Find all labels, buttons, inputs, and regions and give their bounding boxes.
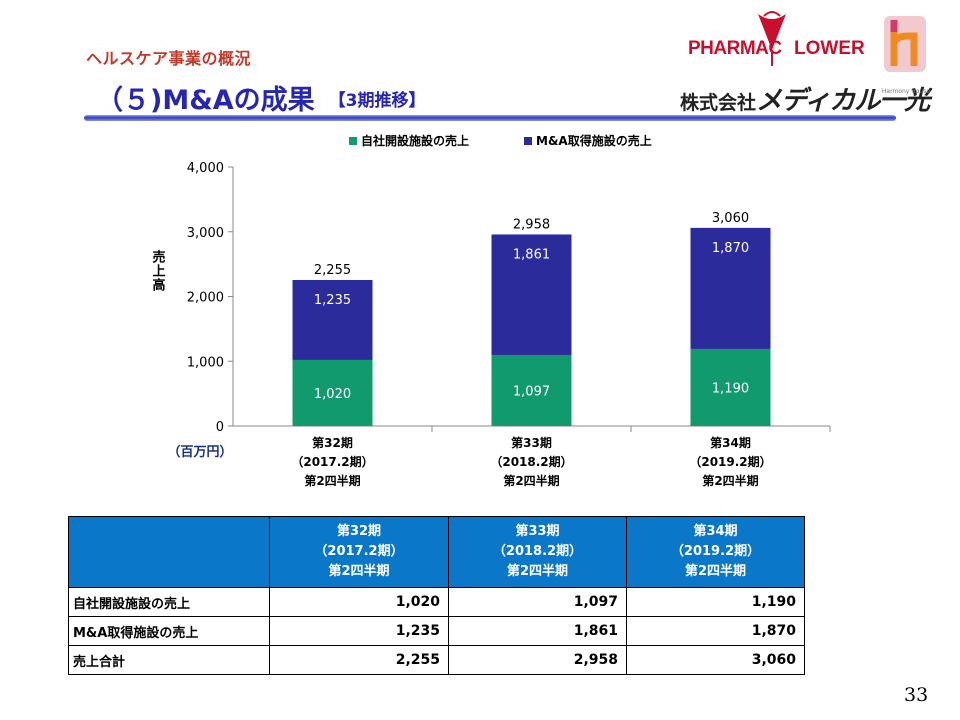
sales-table: 第32期 （2017.2期） 第2四半期 第33期 （2018.2期） 第2四半期 第3… [68,516,805,675]
bar-segment [690,348,771,426]
legend-label: 自社開設施設の売上 [361,133,469,148]
bar-segment [292,279,373,360]
period-tag: 【3期推移】 [328,91,426,111]
company-name: 株式会社メディカル一光 [680,80,930,117]
bar-value-label: 1,097 [513,384,550,399]
y-tick-label: 3,000 [187,226,224,241]
bar-segment [491,234,572,355]
bar-value-label: 1,861 [513,247,550,262]
table-cell: 3,060 [626,645,805,675]
table-row: 売上合計 2,255 2,958 3,060 [68,645,805,675]
table-cell: 1,097 [448,587,627,617]
bar-value-label: 1,870 [712,241,749,256]
bar-segment [491,354,572,426]
table-header-cell: 第32期 （2017.2期） 第2四半期 [269,516,449,588]
company-logo: PHARMAC LOWER 株式会社メディカル一光 Harmony House [680,8,950,116]
table-header-cell: 第33期 （2018.2期） 第2四半期 [448,516,627,588]
bar-total-label: 2,958 [513,217,550,232]
table-row: M&A取得施設の売上 1,235 1,861 1,870 [68,616,805,646]
table-header-cell: 第34期 （2019.2期） 第2四半期 [626,516,805,588]
company-prefix: 株式会社 [680,92,757,114]
harmony-house-icon [884,16,926,72]
x-category-label: 第33期 [511,435,552,450]
y-tick-label: 4,000 [187,161,224,176]
table-header-row: 第32期 （2017.2期） 第2四半期 第33期 （2018.2期） 第2四半期 第3… [68,516,805,588]
sales-chart: 0 1,000 2,000 3,000 4,000 売上高 （百万円） 1,020 1,235 2… [150,133,831,488]
bar-value-label: 1,235 [314,293,351,308]
legend-label: M&A取得施設の売上 [536,133,652,148]
x-category-label: 第2四半期 [702,473,758,488]
section-subtitle: ヘルスケア事業の概況 [86,49,252,68]
row-label: M&A取得施設の売上 [68,616,270,646]
bar-segment [690,227,771,349]
x-category-label: （2018.2期） [490,454,572,469]
x-category-label: 第34期 [710,435,751,450]
table-row: 自社開設施設の売上 1,020 1,097 1,190 [68,587,805,617]
legend-swatch [524,137,532,145]
table-cell: 1,870 [626,616,805,646]
page-title: （５)M&Aの成果 【3期推移】 [96,78,426,117]
x-category-label: 第2四半期 [304,473,360,488]
bar-segment [292,359,373,426]
brand-flower: LOWER [794,38,865,59]
table-cell: 1,235 [269,616,449,646]
y-axis-title: 売上高 [150,249,166,292]
bar-total-label: 3,060 [712,211,749,226]
x-category-label: 第2四半期 [503,473,559,488]
table-cell: 1,020 [269,587,449,617]
bar-value-label: 1,190 [712,381,749,396]
bar-value-label: 1,020 [314,387,351,402]
row-label: 自社開設施設の売上 [68,587,270,617]
table-cell: 1,190 [626,587,805,617]
flower-icon [758,11,786,66]
harmony-house-label: Harmony House [881,88,931,95]
table-cell: 2,255 [269,645,449,675]
y-tick-label: 0 [216,420,224,435]
company-main: メディカル一光 [756,86,930,116]
table-header-corner [68,516,270,588]
bar-total-label: 2,255 [314,263,351,278]
y-tick-label: 2,000 [187,291,224,306]
y-tick-label: 1,000 [187,355,224,370]
x-category-label: （2019.2期） [689,454,771,469]
row-label: 売上合計 [68,645,270,675]
table-cell: 2,958 [448,645,627,675]
title-underline [84,115,896,121]
brand-pharmac: PHARMAC [688,38,782,59]
page-number: 33 [904,684,929,706]
x-category-label: （2017.2期） [291,454,373,469]
logo-graphics [758,11,926,72]
legend-swatch [349,137,357,145]
x-category-label: 第32期 [312,435,353,450]
page-title-text: （５)M&Aの成果 [96,85,315,116]
unit-label: （百万円） [167,444,232,460]
table-cell: 1,861 [448,616,627,646]
